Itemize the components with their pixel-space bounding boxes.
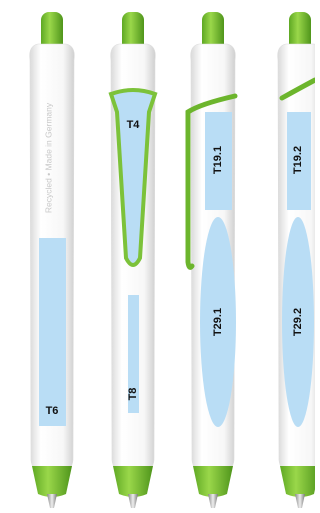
print-area-label: T19.1 bbox=[212, 146, 224, 174]
print-area-label: T29.1 bbox=[212, 308, 224, 336]
print-area-label: T6 bbox=[46, 405, 59, 417]
print-area-label: T29.2 bbox=[292, 308, 304, 336]
print-area-label: T19.2 bbox=[292, 146, 304, 174]
print-area-label: T4 bbox=[127, 119, 141, 131]
page: Recycled • Made in Germany T6 T4 T8 T19.… bbox=[0, 0, 315, 513]
imprint-text: Recycled • Made in Germany bbox=[43, 102, 53, 213]
print-area-label: T8 bbox=[127, 388, 139, 401]
print-area bbox=[39, 238, 66, 426]
pens-illustration: Recycled • Made in Germany T6 T4 T8 T19.… bbox=[0, 0, 315, 513]
